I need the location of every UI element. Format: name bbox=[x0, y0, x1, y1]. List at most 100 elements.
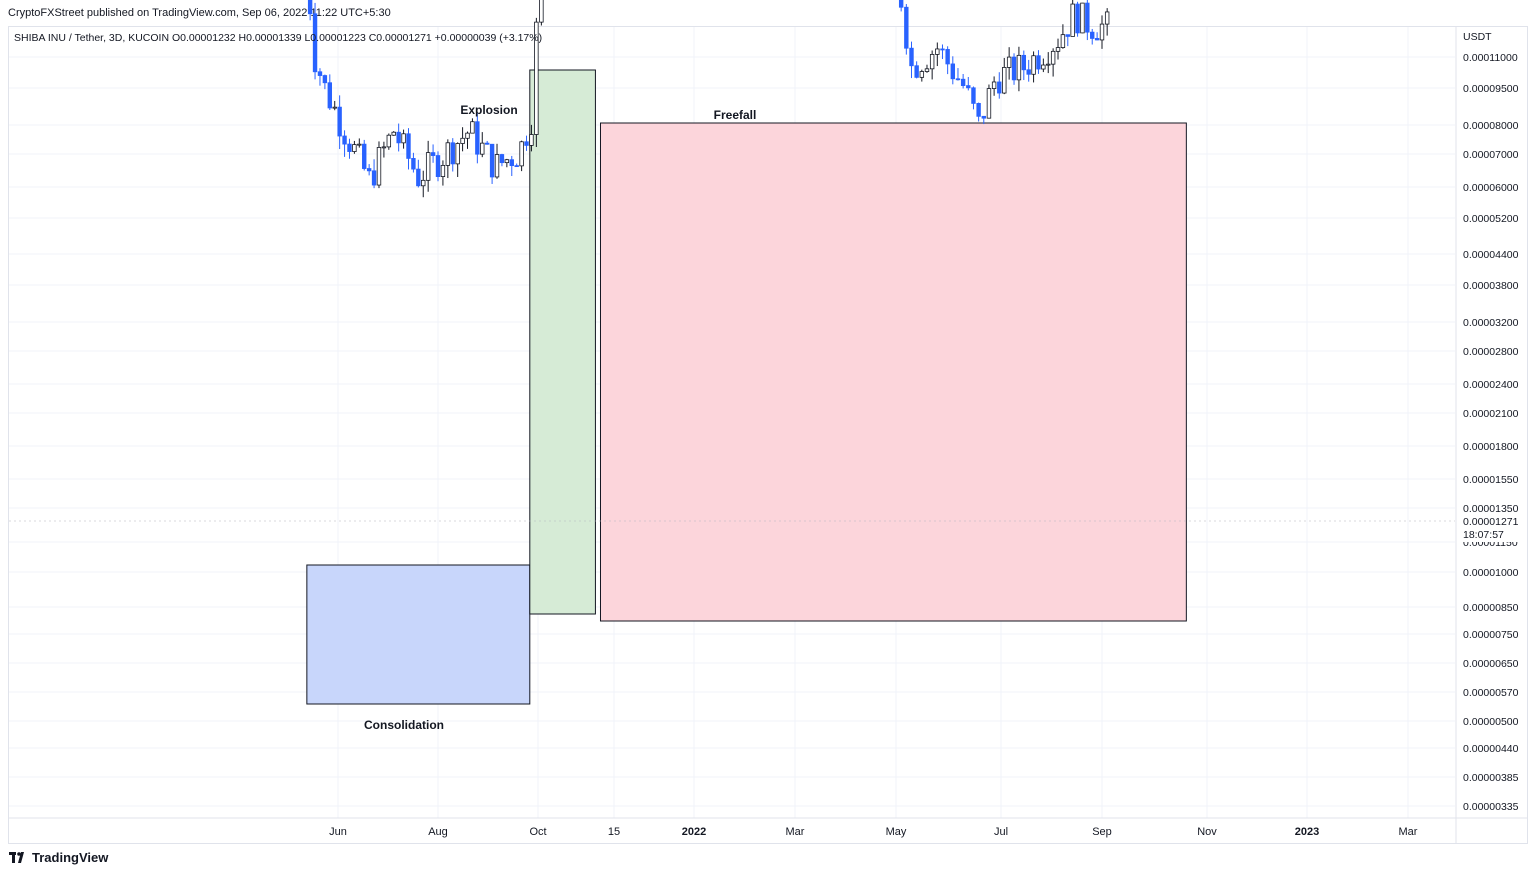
candle bbox=[312, 2, 318, 80]
candle bbox=[914, 61, 919, 79]
candle bbox=[1070, 0, 1075, 37]
candle bbox=[411, 152, 416, 173]
candle-body bbox=[914, 65, 919, 78]
candle bbox=[460, 127, 465, 152]
candle-body bbox=[342, 135, 347, 145]
candle-body bbox=[357, 143, 362, 146]
candle bbox=[1055, 38, 1061, 60]
candle bbox=[421, 170, 426, 198]
candle bbox=[484, 140, 490, 145]
y-tick-label: 0.00002100 bbox=[1463, 408, 1519, 420]
candle bbox=[494, 143, 500, 179]
candle-body bbox=[362, 143, 367, 169]
candle bbox=[416, 159, 421, 188]
symbol-ohlc-line: SHIBA INU / Tether, 3D, KUCOIN O0.000012… bbox=[14, 32, 542, 44]
candle-body bbox=[470, 121, 475, 134]
current-price-value: 0.00001271 bbox=[1463, 516, 1519, 528]
candle bbox=[1104, 8, 1110, 36]
candle-body bbox=[1055, 47, 1061, 52]
candle bbox=[1050, 48, 1056, 77]
candle bbox=[480, 132, 485, 158]
y-tick-label: 0.00000650 bbox=[1463, 658, 1519, 670]
tradingview-logo[interactable]: TradingView bbox=[9, 850, 108, 865]
candle-body bbox=[971, 87, 976, 104]
candle bbox=[1006, 47, 1012, 80]
candle bbox=[966, 76, 971, 91]
candle-body bbox=[465, 132, 470, 139]
candle bbox=[307, 0, 313, 21]
candle bbox=[960, 73, 966, 89]
candle-body bbox=[1036, 55, 1041, 70]
candle bbox=[504, 158, 510, 168]
y-tick-label: 0.00001000 bbox=[1463, 567, 1519, 579]
candle bbox=[509, 155, 514, 177]
candle bbox=[955, 68, 961, 81]
candle-body bbox=[1094, 38, 1100, 41]
y-tick-label: 0.00000335 bbox=[1463, 801, 1519, 813]
candle-body bbox=[391, 131, 396, 136]
current-price-box bbox=[1457, 512, 1527, 542]
chart-header: CryptoFXStreet published on TradingView.… bbox=[8, 7, 391, 19]
candle-body bbox=[376, 147, 382, 186]
y-tick-label: 0.00000500 bbox=[1463, 716, 1519, 728]
zone-label-freefall: Freefall bbox=[714, 108, 757, 122]
candle bbox=[465, 131, 470, 149]
candle-body bbox=[991, 81, 997, 89]
x-tick-label: Mar bbox=[786, 826, 805, 838]
candle bbox=[376, 141, 382, 189]
candle-body bbox=[904, 6, 909, 49]
candle bbox=[991, 76, 997, 96]
x-tick-label: Jul bbox=[994, 826, 1008, 838]
candle bbox=[1036, 50, 1041, 74]
candle-body bbox=[352, 144, 357, 152]
candle bbox=[352, 140, 357, 154]
candle-body bbox=[307, 0, 313, 15]
y-tick-label: 0.00004400 bbox=[1463, 249, 1519, 261]
tradingview-brand: TradingView bbox=[32, 850, 109, 865]
candle-body bbox=[898, 0, 904, 8]
quote-currency-label: USDT bbox=[1463, 31, 1492, 43]
candle-body bbox=[1099, 23, 1105, 41]
zone-label-consolidation: Consolidation bbox=[364, 718, 444, 732]
candle-body bbox=[347, 143, 352, 152]
y-tick-label: 0.00000385 bbox=[1463, 772, 1519, 784]
y-tick-label: 0.00003800 bbox=[1463, 280, 1519, 292]
x-tick-label: Aug bbox=[428, 826, 448, 838]
candle-body bbox=[950, 63, 956, 80]
candle bbox=[898, 0, 904, 12]
candle bbox=[997, 72, 1002, 99]
candle-body bbox=[406, 133, 411, 159]
y-tick-label: 0.00002800 bbox=[1463, 346, 1519, 358]
candle bbox=[327, 74, 333, 110]
candle bbox=[971, 86, 976, 110]
candle bbox=[386, 133, 392, 150]
chart-frame[interactable] bbox=[8, 26, 1528, 844]
candle-body bbox=[312, 13, 318, 73]
candle-body bbox=[440, 164, 446, 177]
candle bbox=[371, 159, 377, 189]
candle bbox=[534, 17, 539, 147]
candle-body bbox=[960, 78, 966, 86]
candle-body bbox=[504, 159, 510, 164]
candle bbox=[337, 95, 342, 150]
candle bbox=[317, 68, 323, 86]
candle bbox=[450, 138, 455, 172]
candle-body bbox=[1026, 69, 1031, 75]
zone-consolidation bbox=[306, 564, 531, 705]
candle-body bbox=[1075, 3, 1080, 34]
candle bbox=[391, 131, 396, 136]
candle-body bbox=[475, 121, 480, 155]
candle-body bbox=[425, 152, 431, 181]
candle bbox=[445, 139, 451, 179]
candle-body bbox=[371, 170, 377, 186]
candle-body bbox=[322, 75, 328, 84]
candle bbox=[935, 42, 940, 67]
y-tick-label: 0.00006000 bbox=[1463, 182, 1519, 194]
candle bbox=[332, 100, 337, 111]
candle-body bbox=[327, 82, 333, 109]
y-tick-label: 0.00001800 bbox=[1463, 441, 1519, 453]
candle-body bbox=[955, 78, 961, 81]
candle-body bbox=[1041, 64, 1046, 70]
